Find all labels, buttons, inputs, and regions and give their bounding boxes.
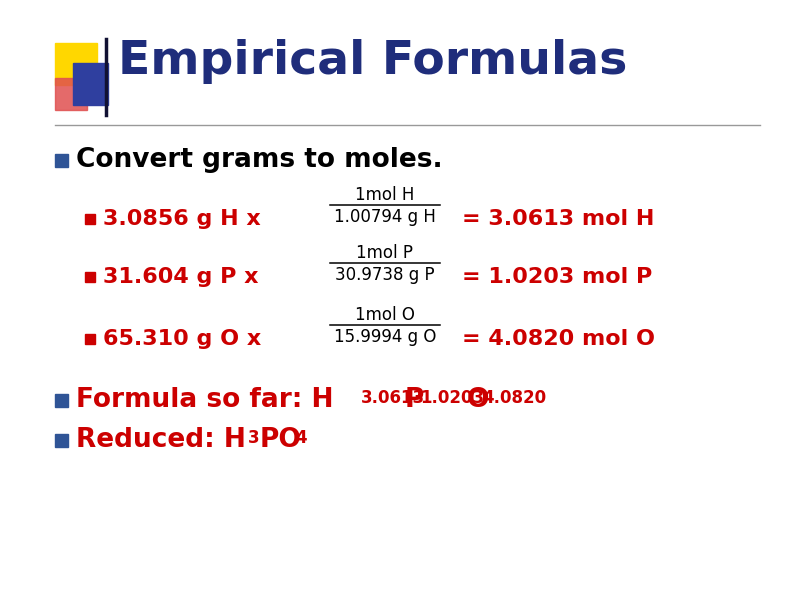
Bar bbox=[55, 78, 87, 110]
Text: 1mol H: 1mol H bbox=[355, 186, 414, 204]
Bar bbox=[55, 434, 68, 447]
Text: PO: PO bbox=[260, 427, 302, 453]
Text: 30.9738 g P: 30.9738 g P bbox=[335, 266, 435, 284]
Text: P: P bbox=[405, 387, 424, 413]
Text: 4.0820: 4.0820 bbox=[482, 389, 546, 407]
Text: Empirical Formulas: Empirical Formulas bbox=[118, 39, 627, 84]
Bar bbox=[55, 43, 97, 85]
Bar bbox=[73, 63, 108, 105]
Text: 15.9994 g O: 15.9994 g O bbox=[333, 328, 436, 346]
Text: Reduced: H: Reduced: H bbox=[76, 427, 246, 453]
Text: Convert grams to moles.: Convert grams to moles. bbox=[76, 147, 442, 173]
Text: Formula so far: H: Formula so far: H bbox=[76, 387, 333, 413]
Text: 31.604 g P x: 31.604 g P x bbox=[103, 267, 259, 287]
Text: 3.0613: 3.0613 bbox=[361, 389, 425, 407]
Text: 1.00794 g H: 1.00794 g H bbox=[334, 208, 436, 226]
Bar bbox=[85, 334, 95, 344]
Text: 3: 3 bbox=[248, 429, 260, 447]
Bar bbox=[55, 154, 68, 167]
Text: 1mol O: 1mol O bbox=[355, 306, 415, 324]
Text: 65.310 g O x: 65.310 g O x bbox=[103, 329, 261, 349]
Text: = 1.0203 mol P: = 1.0203 mol P bbox=[462, 267, 652, 287]
Bar bbox=[85, 214, 95, 224]
Text: = 4.0820 mol O: = 4.0820 mol O bbox=[462, 329, 655, 349]
Text: = 3.0613 mol H: = 3.0613 mol H bbox=[462, 209, 654, 229]
Bar bbox=[55, 394, 68, 407]
Text: 1.0203: 1.0203 bbox=[420, 389, 484, 407]
Text: 4: 4 bbox=[295, 429, 306, 447]
Text: 3.0856 g H x: 3.0856 g H x bbox=[103, 209, 260, 229]
Text: 1mol P: 1mol P bbox=[357, 244, 414, 262]
Bar bbox=[85, 272, 95, 282]
Text: O: O bbox=[467, 387, 489, 413]
